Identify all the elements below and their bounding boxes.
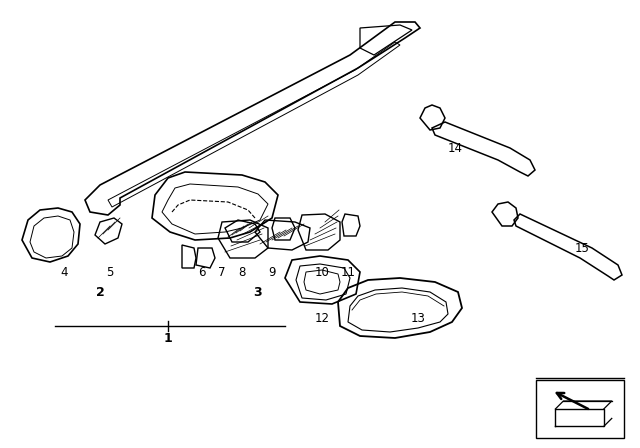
Bar <box>536 380 624 438</box>
Text: 8: 8 <box>238 266 246 279</box>
Text: 12: 12 <box>314 311 330 324</box>
Text: 1: 1 <box>164 332 172 345</box>
Text: 2: 2 <box>95 285 104 298</box>
Text: 15: 15 <box>575 241 589 254</box>
Text: 13: 13 <box>411 311 426 324</box>
Text: 5: 5 <box>106 266 114 279</box>
Text: 14: 14 <box>447 142 463 155</box>
Text: 3: 3 <box>253 285 262 298</box>
Text: 10: 10 <box>315 266 330 279</box>
Text: 7: 7 <box>218 266 226 279</box>
Text: 4: 4 <box>60 266 68 279</box>
Text: 6: 6 <box>198 266 205 279</box>
Text: 11: 11 <box>340 266 355 279</box>
Text: 9: 9 <box>268 266 276 279</box>
